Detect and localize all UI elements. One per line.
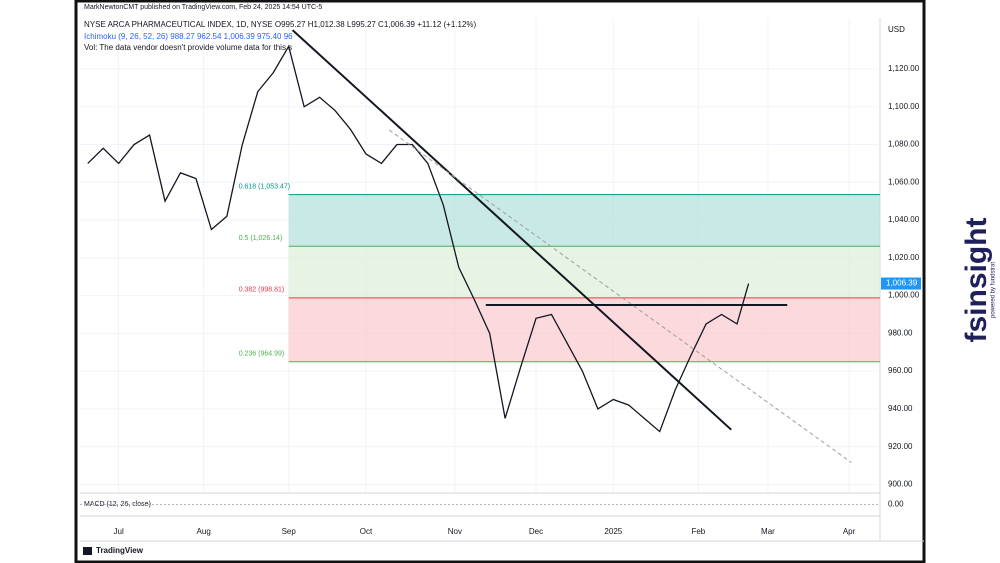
- price-line: [87, 44, 750, 433]
- currency: USD: [888, 25, 905, 34]
- volume-note: Vol: The data vendor doesn't provide vol…: [84, 43, 292, 52]
- y-tick-label: 960.00: [888, 366, 913, 375]
- y-tick-label: 1,060.00: [888, 177, 920, 186]
- y-tick-label: 980.00: [888, 328, 913, 337]
- footer-icon: [83, 547, 92, 555]
- macd-tick-label: 0.00: [888, 500, 904, 509]
- fib-label: 0.618 (1,053.47): [239, 183, 290, 190]
- y-tick-label: 1,100.00: [888, 102, 920, 111]
- trendline: [291, 29, 732, 431]
- y-tick-label: 1,120.00: [888, 64, 920, 73]
- plot: 0.618 (1,053.47) 0.5 (1,026.14) 0.382 (998…: [80, 18, 880, 492]
- x-tick-label: Feb: [691, 527, 705, 536]
- fib-band: [288, 297, 880, 362]
- last-price-label: 1,006.39: [886, 279, 918, 288]
- y-tick-label: 900.00: [888, 480, 913, 489]
- y-tick-label: 940.00: [888, 404, 913, 413]
- publisher: MarkNewtonCMT published on TradingView.c…: [84, 4, 322, 11]
- indicator-line: Ichimoku (9, 26, 52, 26) 988.27 962.54 1…: [84, 32, 293, 41]
- footer: TradingView: [96, 546, 144, 555]
- chart-title: NYSE ARCA PHARMACEUTICAL INDEX, 1D, NYSE…: [84, 20, 477, 29]
- fib-band: [288, 246, 880, 298]
- x-tick-label: Jul: [114, 527, 124, 536]
- y-tick-label: 920.00: [888, 442, 913, 451]
- fib-label: 0.236 (964.99): [239, 351, 285, 358]
- x-tick-label: Oct: [360, 527, 373, 536]
- fib-band: [288, 194, 880, 247]
- x-tick-label: 2025: [604, 527, 622, 536]
- fib-label: 0.5 (1,026.14): [239, 235, 283, 242]
- y-tick-label: 1,000.00: [888, 291, 920, 300]
- x-tick-label: Mar: [761, 527, 775, 536]
- x-tick-label: Nov: [448, 527, 462, 536]
- y-tick-label: 1,020.00: [888, 253, 920, 262]
- x-tick-label: Apr: [843, 527, 856, 536]
- fib-label: 0.382 (998.81): [239, 287, 285, 294]
- trendline: [388, 129, 852, 463]
- x-tick-label: Sep: [282, 527, 297, 536]
- x-tick-label: Aug: [197, 527, 211, 536]
- y-tick-label: 1,040.00: [888, 215, 920, 224]
- x-tick-label: Dec: [529, 527, 543, 536]
- logo-tagline: powered by fundstrat: [991, 262, 997, 318]
- y-tick-label: 1,080.00: [888, 140, 920, 149]
- logo-brand: fsinsight: [960, 217, 993, 342]
- last-price-tag: [881, 277, 921, 290]
